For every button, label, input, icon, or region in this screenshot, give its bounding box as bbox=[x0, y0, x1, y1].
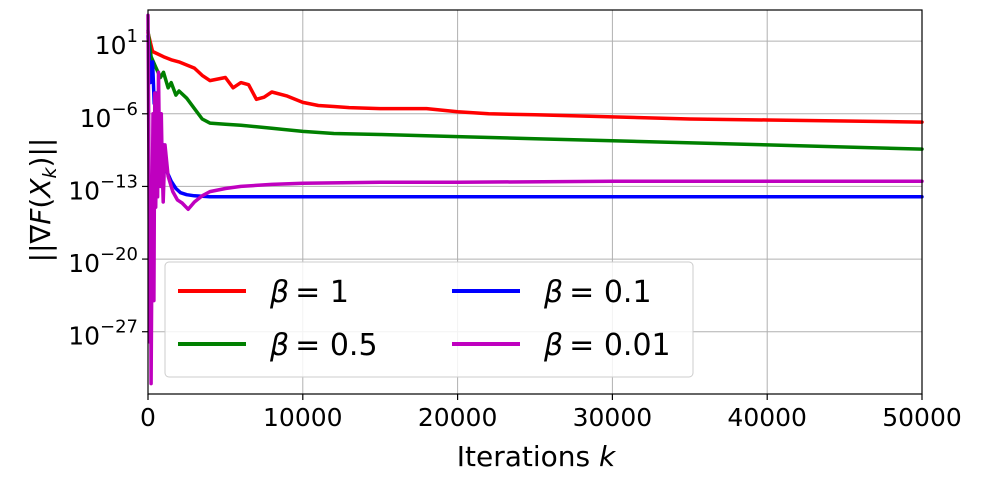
legend-box bbox=[164, 261, 694, 378]
plot-frame bbox=[147, 9, 923, 395]
y-tick-label-0: 101 bbox=[95, 26, 138, 60]
x-axis-label: Iterations k bbox=[457, 440, 617, 473]
legend-label-beta-0.01: β = 0.01 bbox=[543, 328, 671, 363]
series-line-0 bbox=[146, 31, 924, 124]
y-axis-label: ||∇F(Xk)|| bbox=[24, 138, 61, 263]
legend: β = 1 β = 0.5 β = 0.1 β = 0.01 bbox=[164, 261, 694, 378]
y-tick-label-4: 10−27 bbox=[68, 317, 138, 351]
x-tick-label-0: 0 bbox=[140, 403, 156, 432]
x-tick-label-2: 20000 bbox=[418, 403, 498, 432]
x-tick-label-3: 30000 bbox=[573, 403, 653, 432]
y-tick-label-2: 10−13 bbox=[68, 171, 138, 205]
series-lines bbox=[146, 13, 924, 386]
series-line-1 bbox=[146, 29, 924, 151]
legend-label-beta-0.5: β = 0.5 bbox=[269, 328, 378, 363]
x-tick-label-4: 40000 bbox=[727, 403, 807, 432]
x-axis-ticks: 0 10000 20000 30000 40000 50000 bbox=[140, 394, 962, 432]
legend-label-beta-0.1: β = 0.1 bbox=[543, 275, 652, 310]
y-axis-ticks: 101 10−6 10−13 10−20 10−27 bbox=[68, 26, 148, 351]
y-tick-label-3: 10−20 bbox=[68, 244, 138, 278]
series-line-3 bbox=[146, 13, 924, 386]
x-tick-label-1: 10000 bbox=[263, 403, 343, 432]
x-tick-label-5: 50000 bbox=[882, 403, 962, 432]
y-tick-label-1: 10−6 bbox=[80, 99, 138, 133]
legend-label-beta-1: β = 1 bbox=[269, 275, 349, 310]
